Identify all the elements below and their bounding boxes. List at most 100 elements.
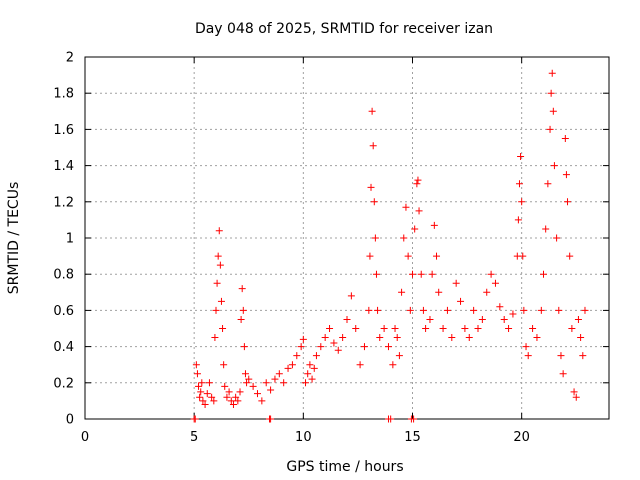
data-point bbox=[217, 297, 225, 305]
data-point bbox=[496, 303, 504, 311]
data-point bbox=[367, 183, 375, 191]
data-point bbox=[211, 334, 219, 342]
x-tick-label: 5 bbox=[190, 430, 198, 445]
chart-title: Day 048 of 2025, SRMTID for receiver iza… bbox=[195, 21, 493, 37]
y-tick-label: 1.2 bbox=[53, 195, 74, 210]
data-point bbox=[192, 361, 200, 369]
data-point bbox=[288, 361, 296, 369]
data-point bbox=[369, 142, 377, 150]
data-point bbox=[280, 379, 288, 387]
data-point bbox=[557, 352, 565, 360]
data-point bbox=[389, 361, 397, 369]
data-point bbox=[550, 162, 558, 170]
data-point bbox=[430, 221, 438, 229]
data-point bbox=[241, 370, 249, 378]
data-point bbox=[448, 334, 456, 342]
data-point bbox=[339, 334, 347, 342]
data-point bbox=[570, 388, 578, 396]
data-point bbox=[196, 393, 204, 401]
data-point bbox=[203, 390, 211, 398]
data-point bbox=[553, 234, 561, 242]
data-point bbox=[411, 225, 419, 233]
data-point bbox=[243, 379, 251, 387]
data-point bbox=[208, 393, 216, 401]
data-point bbox=[197, 388, 205, 396]
data-point bbox=[240, 343, 248, 351]
data-point bbox=[370, 198, 378, 206]
data-point bbox=[487, 270, 495, 278]
data-point bbox=[387, 415, 395, 423]
data-point bbox=[229, 401, 237, 409]
data-point bbox=[555, 306, 563, 314]
data-point bbox=[380, 325, 388, 332]
data-point bbox=[308, 375, 316, 383]
y-tick-label: 1.6 bbox=[53, 123, 74, 138]
data-point bbox=[413, 180, 421, 188]
data-point bbox=[561, 134, 569, 142]
data-point bbox=[574, 315, 582, 323]
x-tick-label: 10 bbox=[295, 430, 312, 445]
data-point bbox=[219, 325, 227, 332]
data-point bbox=[514, 216, 522, 224]
data-point bbox=[306, 361, 314, 369]
data-point bbox=[443, 306, 451, 314]
data-point bbox=[212, 306, 220, 314]
data-point bbox=[572, 393, 580, 401]
data-point bbox=[540, 270, 547, 278]
data-point bbox=[239, 306, 247, 314]
data-point bbox=[522, 343, 530, 351]
data-point bbox=[465, 334, 473, 342]
data-point bbox=[406, 306, 414, 314]
data-point bbox=[220, 361, 228, 369]
data-point bbox=[404, 252, 412, 260]
data-point bbox=[461, 325, 469, 332]
data-point bbox=[537, 306, 545, 314]
data-point bbox=[417, 270, 425, 278]
x-tick-label: 20 bbox=[513, 430, 530, 445]
data-point bbox=[577, 334, 585, 342]
data-point bbox=[225, 388, 233, 396]
data-point bbox=[368, 107, 376, 115]
data-point bbox=[253, 390, 261, 398]
data-point bbox=[478, 315, 486, 323]
data-point bbox=[347, 292, 355, 300]
data-point bbox=[267, 415, 275, 423]
data-point bbox=[439, 325, 447, 332]
data-point bbox=[193, 370, 201, 378]
data-point bbox=[509, 310, 517, 318]
data-point bbox=[372, 270, 380, 278]
data-point bbox=[371, 234, 379, 242]
data-point bbox=[548, 69, 556, 77]
data-point bbox=[321, 334, 329, 342]
data-point bbox=[419, 306, 427, 314]
data-point bbox=[529, 325, 537, 332]
data-point bbox=[238, 285, 246, 293]
data-point bbox=[297, 343, 305, 351]
data-point bbox=[199, 397, 207, 405]
data-point bbox=[210, 397, 218, 405]
data-point bbox=[566, 252, 574, 260]
data-point bbox=[515, 180, 523, 188]
data-point bbox=[258, 397, 266, 405]
data-point bbox=[293, 352, 301, 360]
data-point bbox=[213, 279, 221, 287]
data-point bbox=[310, 364, 318, 372]
data-point bbox=[360, 343, 368, 351]
data-point bbox=[415, 207, 423, 215]
data-point bbox=[374, 306, 382, 314]
data-point bbox=[474, 325, 482, 332]
data-point bbox=[334, 346, 342, 354]
data-point bbox=[470, 306, 478, 314]
data-point bbox=[547, 89, 555, 97]
data-point bbox=[457, 297, 465, 305]
data-point bbox=[409, 270, 416, 278]
data-point bbox=[304, 370, 312, 378]
data-point bbox=[249, 382, 257, 390]
data-point bbox=[352, 325, 360, 332]
data-point bbox=[544, 180, 552, 188]
data-point bbox=[520, 306, 528, 314]
y-tick-label: 0.6 bbox=[53, 304, 74, 319]
data-point bbox=[398, 288, 406, 296]
data-point bbox=[312, 352, 320, 360]
